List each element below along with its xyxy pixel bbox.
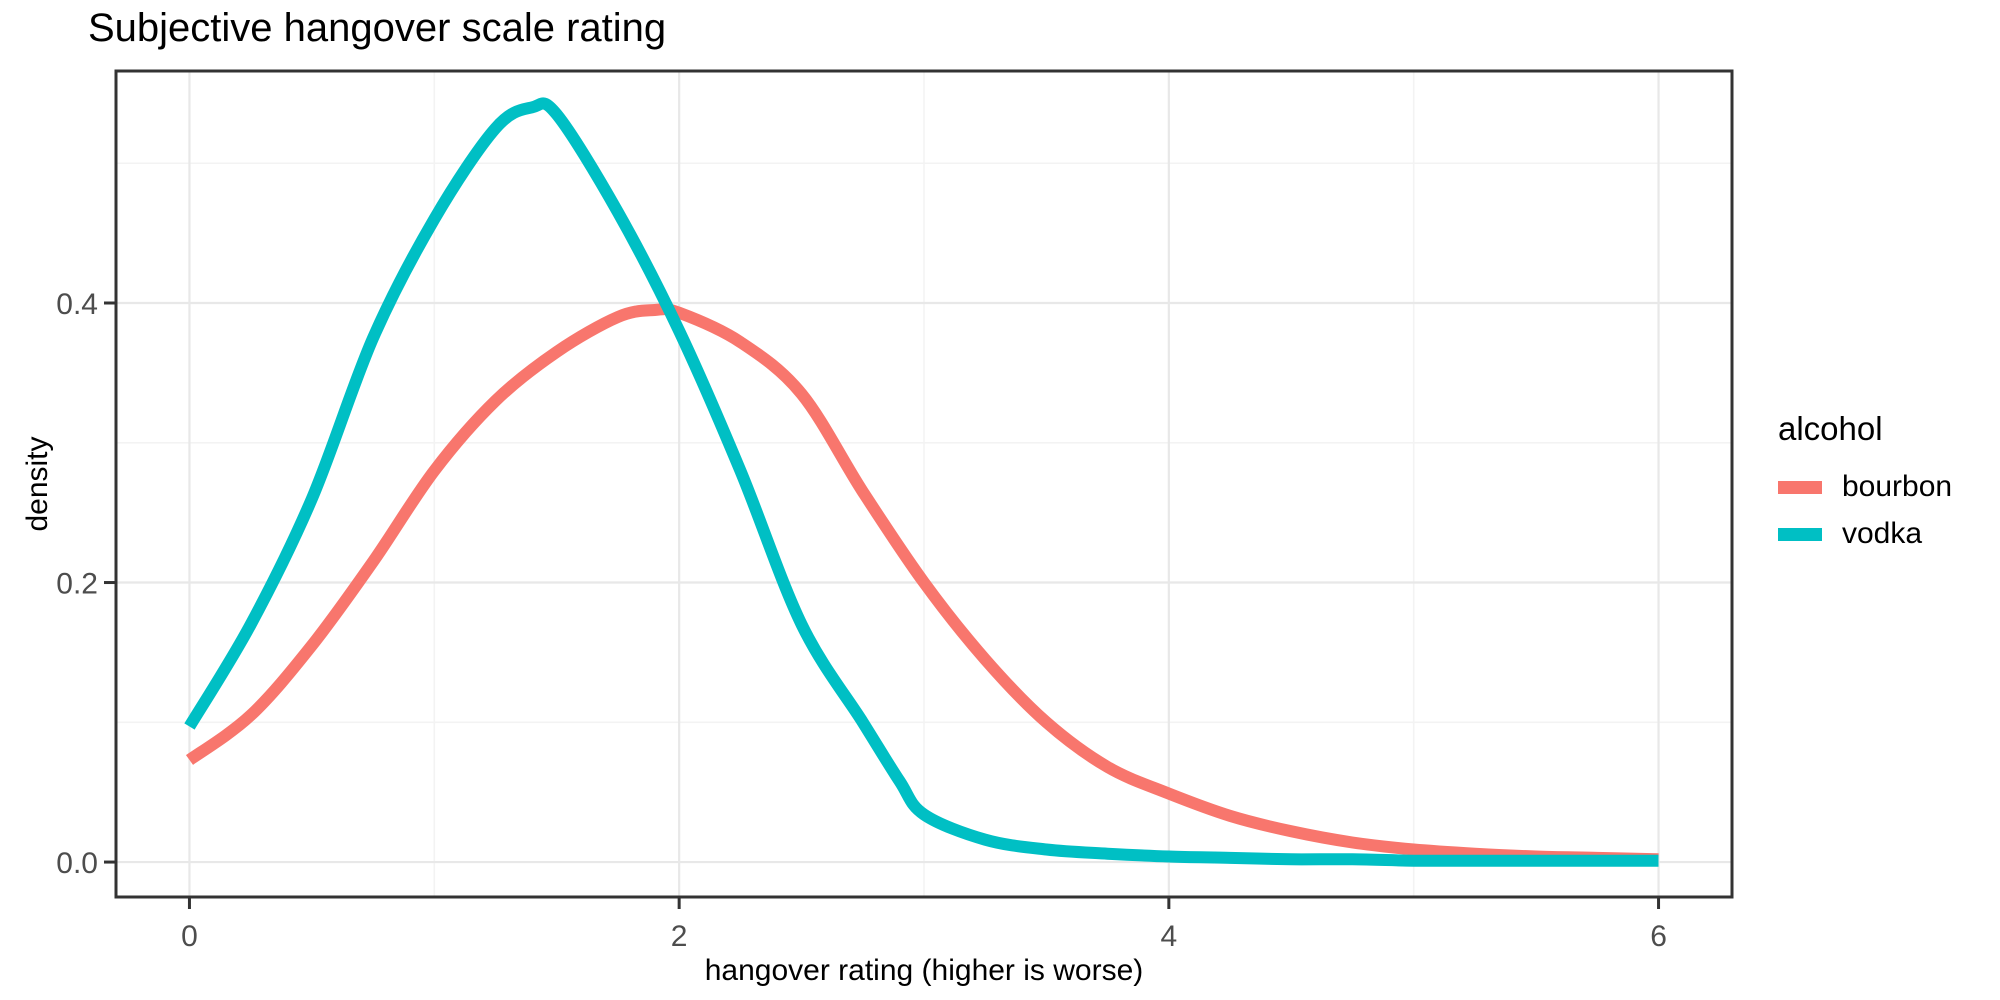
panel-border (114, 69, 1734, 899)
x-tick-label: 0 (181, 920, 198, 953)
x-tick-label: 6 (1650, 920, 1667, 953)
legend-item-vodka: vodka (1778, 517, 1952, 551)
legend-label-bourbon: bourbon (1842, 470, 1953, 503)
legend-swatch-vodka (1778, 527, 1822, 541)
x-axis-label: hangover rating (higher is worse) (704, 954, 1144, 987)
y-tick-label: 0.4 (56, 288, 98, 321)
y-axis-label: density (21, 436, 54, 532)
y-tick-label: 0.0 (56, 847, 98, 880)
legend-item-bourbon: bourbon (1778, 470, 1952, 504)
y-tick-label: 0.2 (56, 568, 98, 601)
legend-title: alcohol (1778, 410, 1883, 447)
density-curve-vodka (184, 97, 1659, 867)
legend-label-vodka: vodka (1842, 517, 1923, 550)
legend: alcohol bourbon vodka (1778, 410, 1952, 564)
density-curve-bourbon (185, 303, 1659, 866)
x-tick-label: 2 (671, 920, 688, 953)
legend-swatch-bourbon (1778, 480, 1822, 494)
chart-title: Subjective hangover scale rating (88, 6, 667, 50)
x-tick-label: 4 (1161, 920, 1178, 953)
